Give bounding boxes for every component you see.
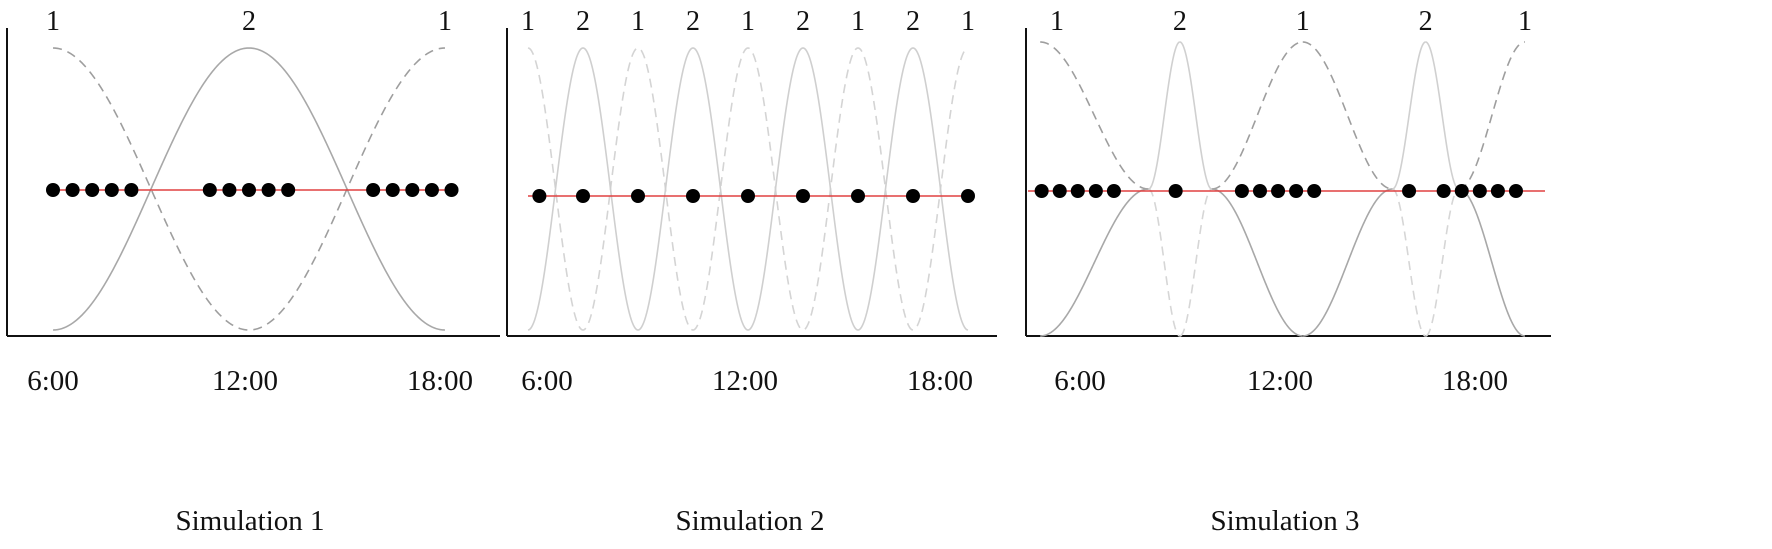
phase-1-curve (1392, 188, 1426, 337)
period-label: 1 (46, 6, 60, 37)
phase-2-curve (1040, 188, 1149, 337)
sample-point (104, 183, 119, 197)
sample-point (576, 189, 590, 203)
period-label: 2 (576, 6, 590, 37)
phase-1-curve (527, 47, 969, 331)
sample-point (222, 183, 237, 197)
sample-point (631, 189, 645, 203)
sample-point (1252, 184, 1267, 198)
sample-point (961, 189, 975, 203)
sample-point (1490, 184, 1505, 198)
phase-2-curve (1179, 41, 1212, 190)
sample-point (46, 183, 60, 197)
sample-point (851, 189, 865, 203)
sample-point (1436, 184, 1451, 198)
sample-point (1271, 184, 1286, 198)
sample-point (796, 189, 810, 203)
sample-point (424, 183, 439, 197)
sample-point (1307, 184, 1322, 198)
period-label: 1 (1050, 6, 1064, 37)
phase-1-curve (1179, 188, 1212, 337)
sample-point (366, 183, 381, 197)
period-label: 1 (521, 6, 535, 37)
sample-point (1454, 184, 1469, 198)
x-tick-label: 18:00 (907, 365, 973, 397)
sample-point (1034, 184, 1049, 198)
x-tick-label: 6:00 (521, 365, 573, 397)
period-label: 1 (961, 6, 975, 37)
sample-point (1234, 184, 1249, 198)
sample-point (1052, 184, 1067, 198)
sample-point (1168, 184, 1183, 198)
period-label: 2 (686, 6, 700, 37)
x-tick-label: 12:00 (212, 365, 278, 397)
x-tick-label: 6:00 (27, 365, 79, 397)
sample-point (124, 183, 139, 197)
sample-point (85, 183, 100, 197)
sample-point (906, 189, 920, 203)
simulation-2-chart: 1 2 1 2 1 2 1 2 1 6:00 12:00 18:00 (506, 6, 997, 397)
period-label: 1 (438, 6, 452, 37)
x-tick-label: 6:00 (1054, 365, 1106, 397)
simulation-1-title: Simulation 1 (175, 505, 325, 537)
phase-2-curve (1302, 188, 1393, 337)
phase-2-curve (1425, 41, 1459, 190)
x-tick-label: 12:00 (1247, 365, 1313, 397)
period-label: 1 (851, 6, 865, 37)
x-tick-label: 18:00 (1442, 365, 1508, 397)
period-label: 2 (1419, 6, 1433, 37)
sample-point (281, 183, 296, 197)
sample-point (686, 189, 700, 203)
sample-point (1402, 184, 1417, 198)
sample-point (1106, 184, 1121, 198)
sample-point (444, 183, 459, 197)
period-label: 1 (741, 6, 755, 37)
sample-point (1508, 184, 1523, 198)
sample-point (202, 183, 217, 197)
phase-2-curve (1211, 188, 1303, 337)
phase-1-curve (1211, 41, 1303, 190)
sample-point (741, 189, 755, 203)
phase-1-curve (1458, 41, 1526, 190)
phase-2-curve (52, 47, 446, 331)
simulation-3-title: Simulation 3 (1210, 505, 1360, 537)
phase-1-curve (1148, 188, 1180, 337)
period-label: 1 (1296, 6, 1310, 37)
period-label: 1 (1518, 6, 1532, 37)
phase-2-curve (1392, 41, 1426, 190)
sample-point (1088, 184, 1103, 198)
period-label: 2 (242, 6, 256, 37)
sample-point (532, 189, 547, 203)
x-tick-label: 12:00 (712, 365, 778, 397)
sample-point (261, 183, 276, 197)
simulation-3-chart: 1 2 1 2 1 6:00 12:00 18:00 (1025, 6, 1551, 397)
x-tick-label: 18:00 (407, 365, 473, 397)
phase-1-curve (1302, 41, 1393, 190)
period-label: 2 (906, 6, 920, 37)
period-label: 2 (1173, 6, 1187, 37)
sample-point (1472, 184, 1487, 198)
sample-point (385, 183, 400, 197)
phase-2-curve (527, 47, 969, 331)
phase-2-curve (1148, 41, 1180, 190)
sample-point (242, 183, 256, 197)
simulation-2-title: Simulation 2 (675, 505, 825, 537)
sample-point (65, 183, 80, 197)
sample-point (1289, 184, 1304, 198)
period-label: 2 (796, 6, 810, 37)
sample-point (1070, 184, 1085, 198)
simulation-1-chart: 1 2 1 6:00 12:00 18:00 (6, 6, 500, 397)
phase-2-curve (1458, 188, 1526, 337)
phase-1-curve (1425, 188, 1459, 337)
phase-1-curve (1040, 41, 1149, 190)
sample-point (405, 183, 420, 197)
period-label: 1 (631, 6, 645, 37)
